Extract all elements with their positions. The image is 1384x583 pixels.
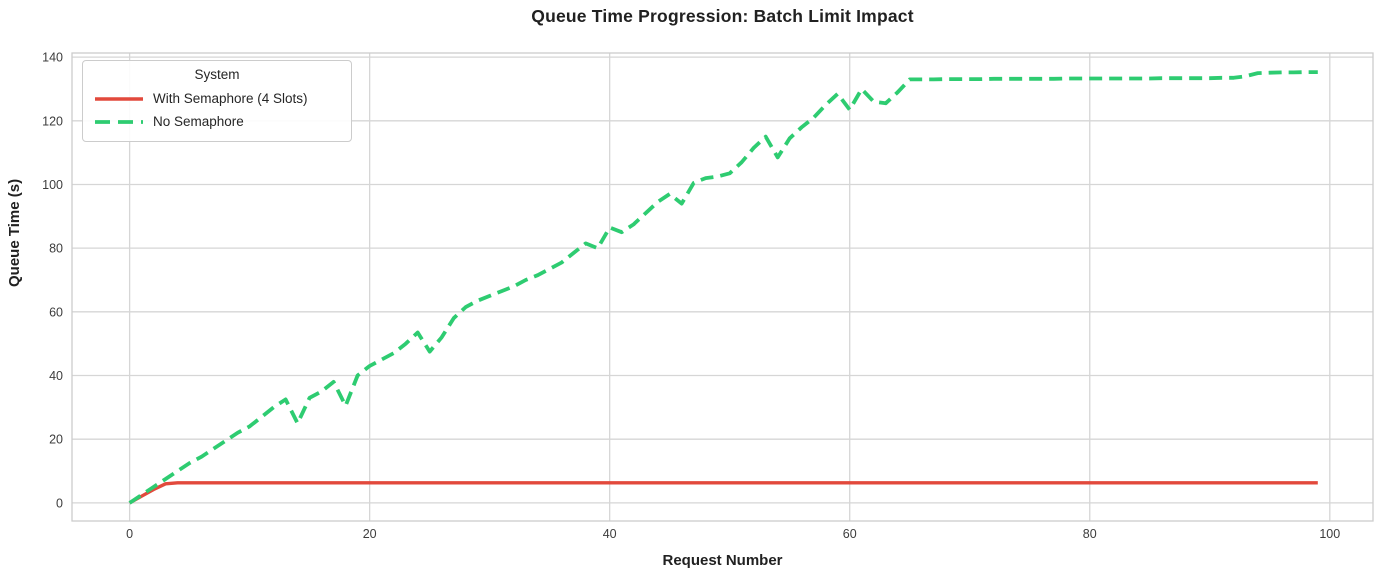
legend-label-with-semaphore: With Semaphore (4 Slots) <box>153 91 308 106</box>
x-tick-label: 0 <box>126 527 133 541</box>
x-tick-label: 20 <box>363 527 377 541</box>
y-tick-label: 140 <box>42 51 63 65</box>
y-tick-label: 120 <box>42 114 63 128</box>
legend: System With Semaphore (4 Slots) No Semap… <box>82 60 352 142</box>
green-dashed-line-sample <box>95 119 143 124</box>
x-axis-label: Request Number <box>662 552 783 569</box>
y-tick-label: 60 <box>49 305 63 319</box>
legend-title: System <box>194 67 240 82</box>
red-solid-line-sample <box>95 96 143 101</box>
legend-label-no-semaphore: No Semaphore <box>153 114 244 129</box>
chart-title: Queue Time Progression: Batch Limit Impa… <box>531 6 914 26</box>
x-tick-label: 80 <box>1083 527 1097 541</box>
series-line-with-semaphore-4-slots- <box>128 481 1318 505</box>
y-tick-label: 0 <box>56 496 63 510</box>
legend-item-no-semaphore: No Semaphore <box>95 110 339 133</box>
y-tick-label: 20 <box>49 433 63 447</box>
legend-item-with-semaphore: With Semaphore (4 Slots) <box>95 87 339 110</box>
y-tick-label: 80 <box>49 242 63 256</box>
x-tick-label: 60 <box>843 527 857 541</box>
series-line-no-semaphore <box>128 70 1318 505</box>
x-tick-label: 40 <box>603 527 617 541</box>
x-tick-label: 100 <box>1319 527 1340 541</box>
y-tick-label: 40 <box>49 369 63 383</box>
y-tick-label: 100 <box>42 178 63 192</box>
plot-border <box>71 52 1374 522</box>
